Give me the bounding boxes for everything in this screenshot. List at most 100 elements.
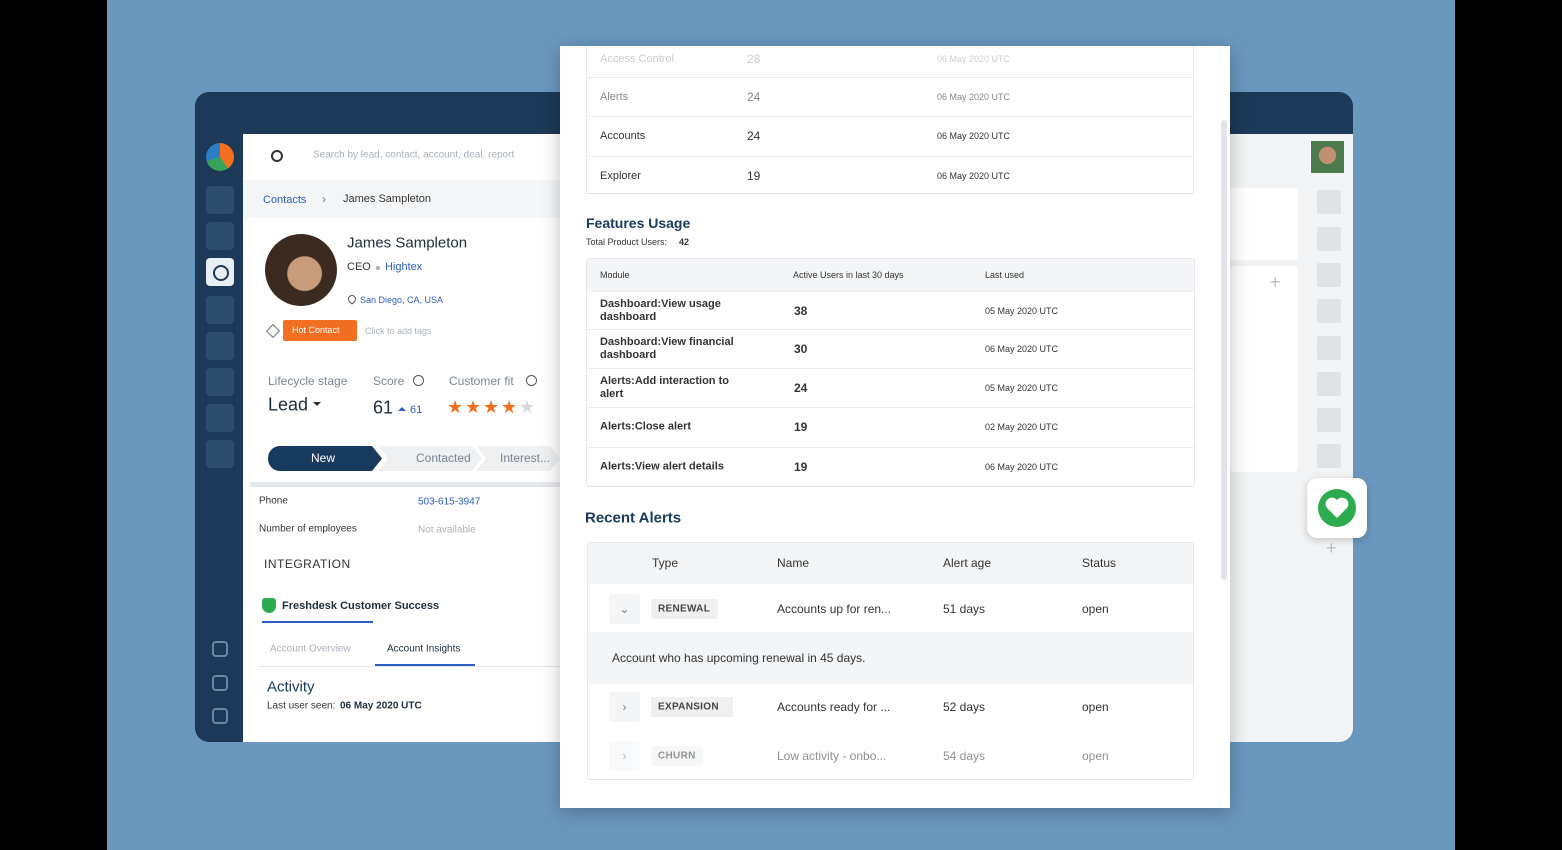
field-value[interactable]: 503-615-3947 bbox=[418, 496, 481, 508]
divider bbox=[250, 482, 560, 487]
rail-item[interactable] bbox=[1317, 190, 1341, 214]
user-avatar[interactable] bbox=[1311, 141, 1344, 173]
section-title[interactable]: Recent Alerts bbox=[585, 509, 682, 527]
cell[interactable]: Accounts up for ren... bbox=[777, 602, 892, 616]
expand-button[interactable]: › bbox=[609, 692, 640, 722]
add-button[interactable]: + bbox=[1326, 538, 1337, 558]
nav-item[interactable] bbox=[206, 404, 234, 432]
nav-tool[interactable] bbox=[212, 641, 228, 657]
tag-button[interactable] bbox=[283, 320, 357, 341]
cell: 06 May 2020 UTC bbox=[937, 131, 1011, 141]
field-label: Phone bbox=[259, 495, 288, 507]
expand-button[interactable]: › bbox=[609, 741, 640, 771]
detail-row bbox=[588, 632, 1193, 684]
tab-underline bbox=[375, 664, 475, 666]
tag-hint[interactable]: Click to add tags bbox=[365, 326, 432, 336]
cell: Alerts:Close alert bbox=[600, 420, 692, 433]
nav-item[interactable] bbox=[206, 440, 234, 468]
row-line bbox=[587, 368, 1194, 369]
rail-item[interactable] bbox=[1317, 263, 1341, 287]
cell: Accounts bbox=[600, 130, 646, 142]
column-header: Last used bbox=[985, 270, 1025, 280]
pipeline-label[interactable]: Interest... bbox=[500, 451, 551, 465]
nav-tool[interactable] bbox=[212, 708, 228, 724]
rail-item[interactable] bbox=[1317, 299, 1341, 323]
pipeline-stage[interactable] bbox=[268, 446, 382, 471]
fit-label: Customer fit bbox=[449, 374, 514, 388]
app-underline bbox=[262, 621, 373, 623]
rail-item[interactable] bbox=[1317, 444, 1341, 468]
activity-title[interactable]: Activity bbox=[267, 678, 315, 696]
column-header: Status bbox=[1082, 556, 1117, 570]
breadcrumb-bar bbox=[243, 180, 561, 218]
cell: Alerts:View alert details bbox=[600, 460, 724, 473]
pipeline-stage[interactable] bbox=[476, 446, 560, 471]
nav-tool[interactable] bbox=[212, 675, 228, 691]
scrollbar[interactable] bbox=[1221, 120, 1227, 580]
company-link[interactable]: Hightex bbox=[385, 261, 423, 273]
cell: Alerts bbox=[600, 91, 629, 103]
nav-item[interactable] bbox=[206, 222, 234, 250]
cell: Dashboard:View financial dashboard bbox=[600, 336, 734, 361]
cell: 54 days bbox=[943, 749, 986, 763]
total-value: 42 bbox=[679, 237, 690, 247]
nav-item[interactable] bbox=[206, 368, 234, 396]
cell: 06 May 2020 UTC bbox=[937, 54, 1011, 64]
cell[interactable]: Accounts ready for ... bbox=[777, 700, 891, 714]
row-line bbox=[586, 116, 1194, 117]
lifecycle-label: Lifecycle stage bbox=[268, 374, 348, 388]
rail-item[interactable] bbox=[1317, 227, 1341, 251]
total-label: Total Product Users: bbox=[586, 237, 668, 247]
cell: Alerts:Add interaction to alert bbox=[600, 375, 729, 400]
nav-icon bbox=[213, 265, 229, 281]
type-label: CHURN bbox=[658, 750, 696, 762]
star: ★ bbox=[447, 397, 464, 417]
cell: 05 May 2020 UTC bbox=[985, 383, 1059, 393]
star: ★ bbox=[483, 397, 500, 417]
location[interactable]: San Diego, CA, USA bbox=[360, 295, 444, 305]
cell: open bbox=[1082, 749, 1109, 763]
pipeline-label[interactable]: Contacted bbox=[416, 451, 471, 465]
type-tag bbox=[651, 599, 718, 619]
rail-item[interactable] bbox=[1317, 372, 1341, 396]
dot bbox=[376, 266, 380, 270]
rail-card bbox=[1230, 188, 1298, 260]
cell: 28 bbox=[747, 52, 761, 66]
info-icon bbox=[413, 375, 424, 386]
nav-item[interactable] bbox=[206, 332, 234, 360]
score-value: 61 bbox=[373, 397, 394, 418]
tab[interactable]: Account Insights bbox=[387, 643, 461, 655]
cell: 19 bbox=[794, 420, 808, 434]
health-badge[interactable] bbox=[1307, 478, 1367, 538]
logo bbox=[206, 143, 234, 171]
rail-item[interactable] bbox=[1317, 408, 1341, 432]
nav-item[interactable] bbox=[206, 296, 234, 324]
section-title[interactable]: Features Usage bbox=[586, 215, 691, 231]
row-line bbox=[587, 291, 1194, 292]
column-header: Alert age bbox=[943, 556, 992, 570]
job-title: CEO bbox=[347, 261, 371, 273]
star: ★ bbox=[519, 397, 536, 417]
search-input[interactable]: Search by lead, contact, account, deal, … bbox=[313, 149, 515, 161]
rail-card bbox=[1230, 266, 1298, 472]
breadcrumb-link[interactable]: Contacts bbox=[263, 194, 307, 206]
cell: 30 bbox=[794, 342, 808, 356]
expand-button[interactable]: ⌄ bbox=[609, 594, 640, 624]
lifecycle-value[interactable]: Lead bbox=[268, 394, 309, 415]
cell: 05 May 2020 UTC bbox=[985, 306, 1059, 316]
nav-item[interactable] bbox=[206, 186, 234, 214]
cell: 19 bbox=[794, 460, 808, 474]
tag-label[interactable]: Hot Contact bbox=[292, 325, 340, 335]
cell: 38 bbox=[794, 304, 808, 318]
cell: 06 May 2020 UTC bbox=[937, 92, 1011, 102]
pipeline-stage[interactable] bbox=[378, 446, 482, 471]
row-line bbox=[587, 329, 1194, 330]
cell[interactable]: Low activity - onbo... bbox=[777, 749, 887, 763]
pipeline-label[interactable]: New bbox=[311, 451, 336, 465]
rail-item[interactable] bbox=[1317, 336, 1341, 360]
cell: Explorer bbox=[600, 170, 641, 182]
tab[interactable]: Account Overview bbox=[270, 643, 351, 655]
add-button[interactable]: + bbox=[1270, 272, 1281, 292]
score-label: Score bbox=[373, 374, 405, 388]
